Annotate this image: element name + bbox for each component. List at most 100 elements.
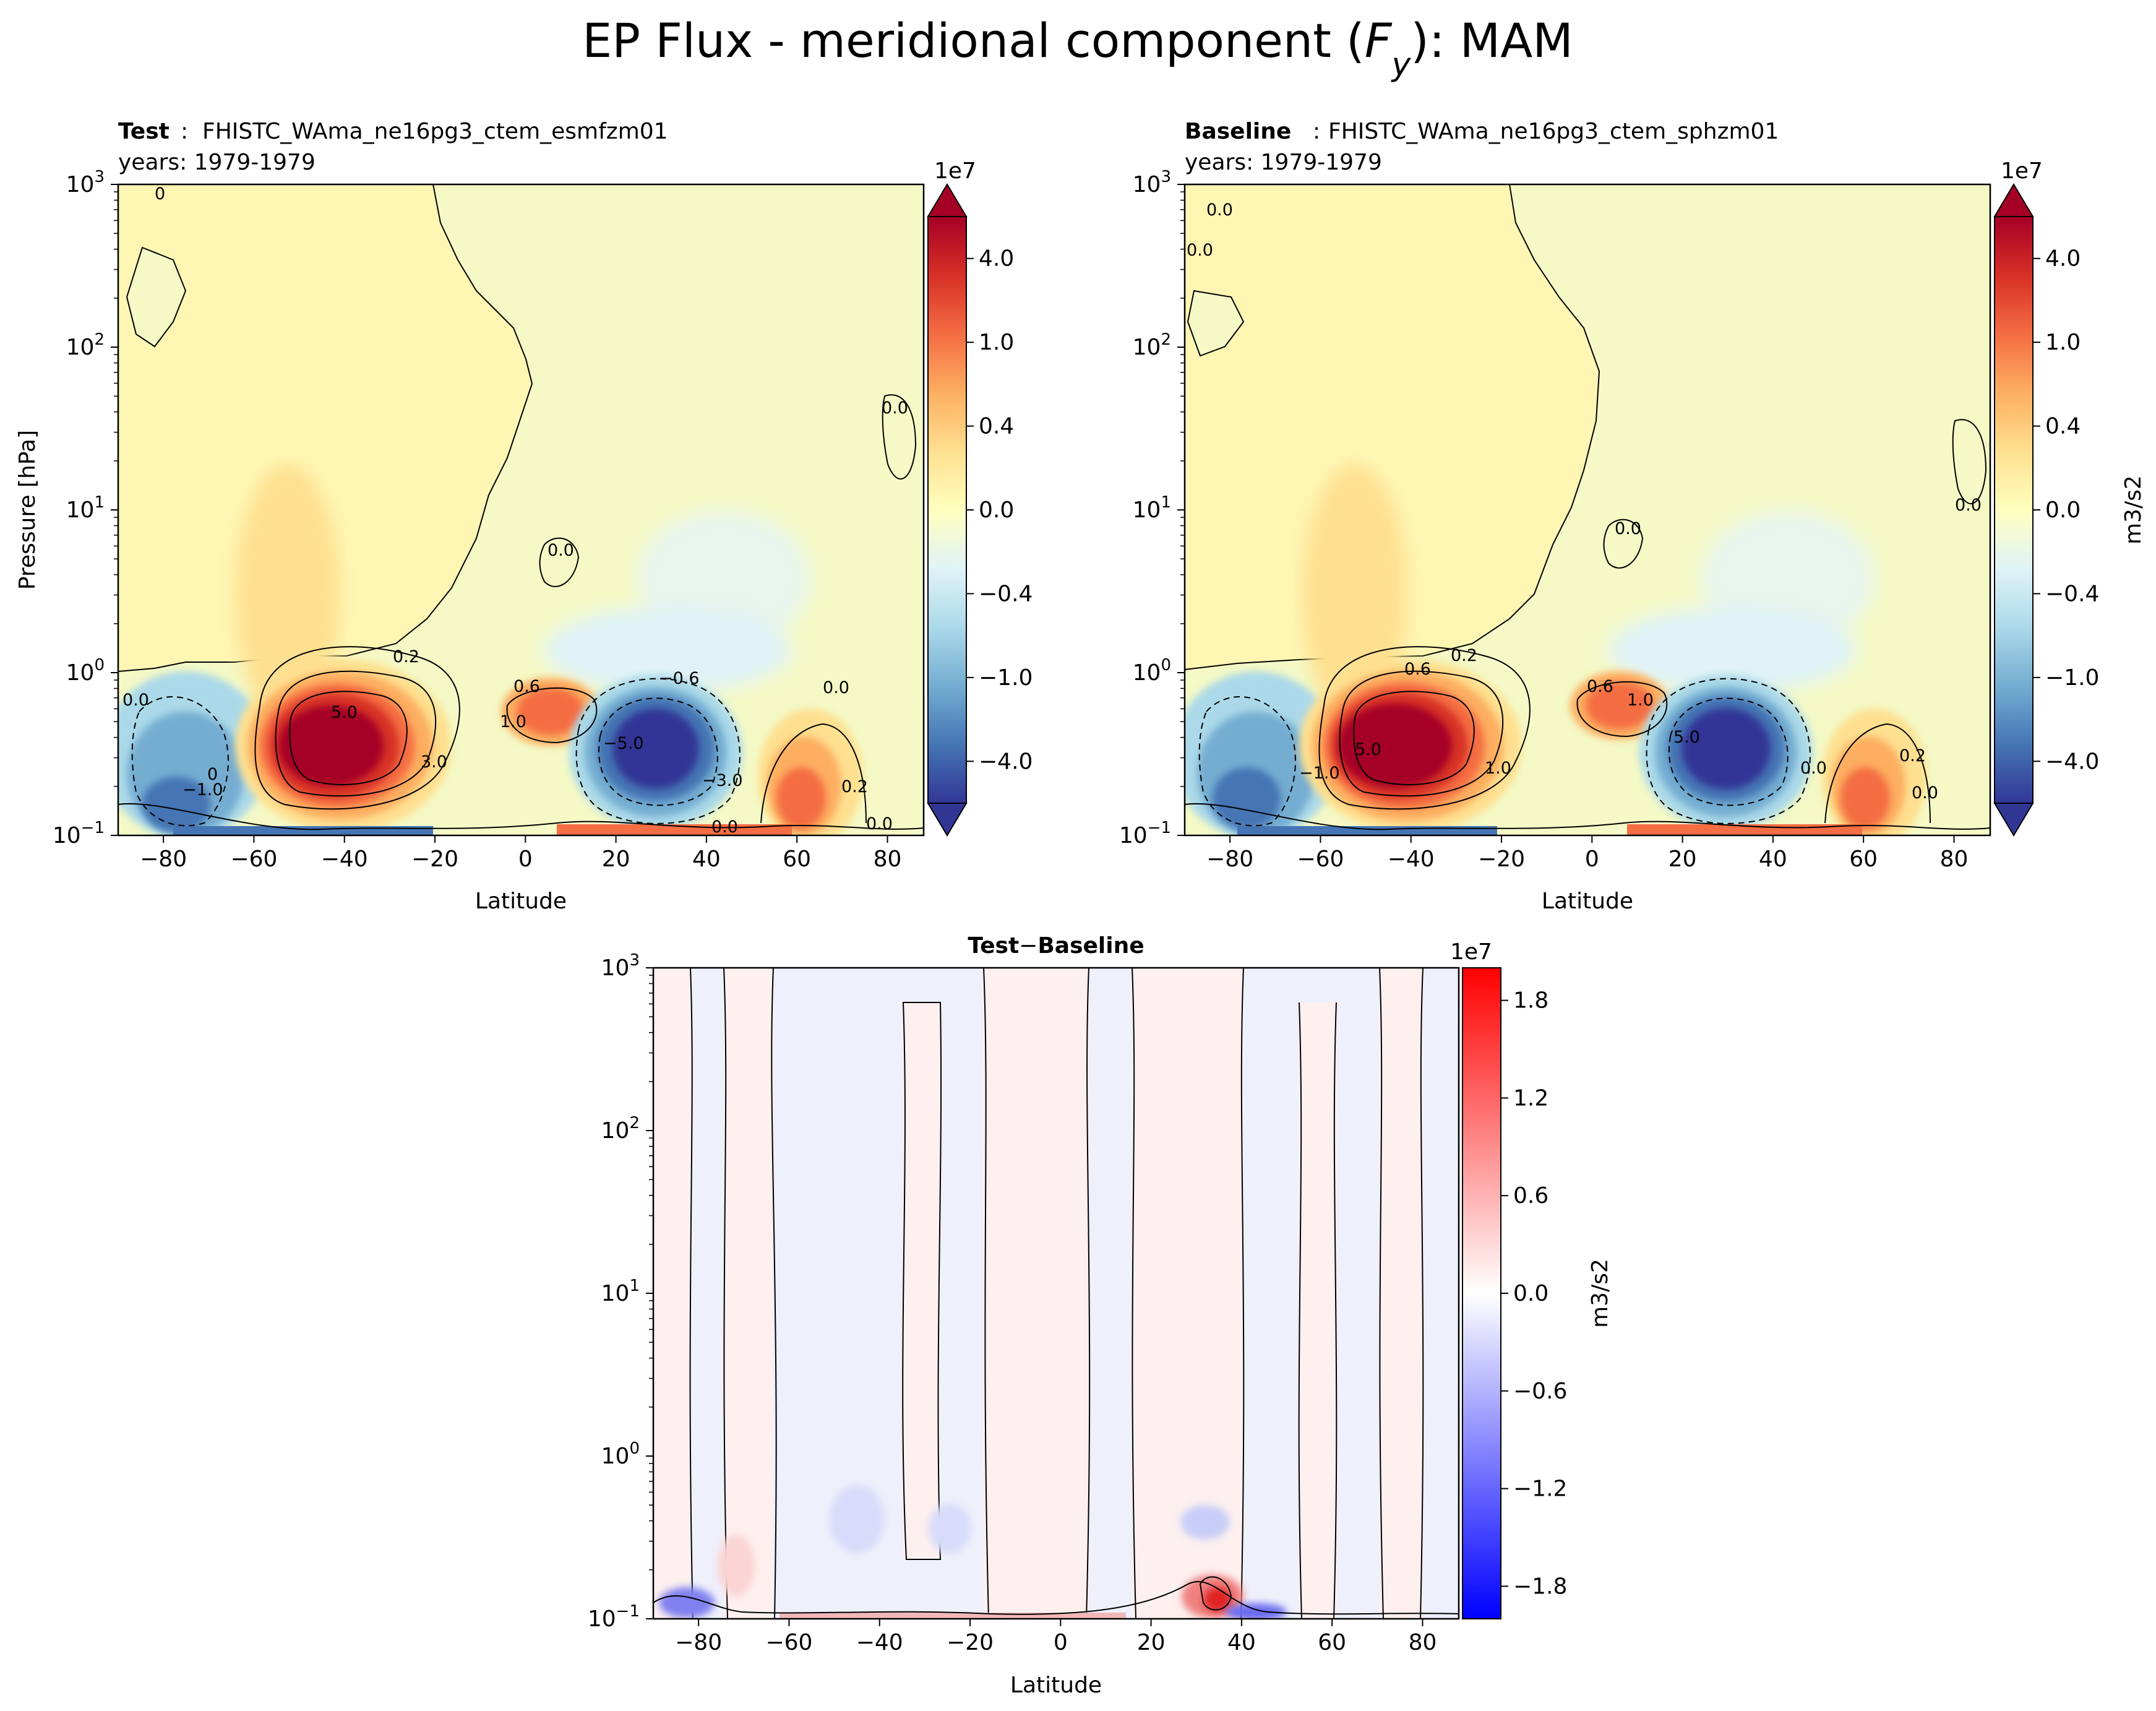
baseline-north-pos-core <box>1840 767 1890 829</box>
y-tick-label: 102 <box>66 330 105 360</box>
colorbar-tick-label: −1.2 <box>1513 1476 1567 1502</box>
difference-y-ticks: 103 102 101 100 10−1 <box>588 951 653 1632</box>
colorbar-tick-label: 1.0 <box>2045 330 2081 355</box>
test-orange-tongue <box>235 464 340 724</box>
test-colorbar: 1e7 4.0 1.0 0.4 0.0 −0.4 −1.0 −4.0 <box>927 158 1033 837</box>
y-tick-label: 10−1 <box>53 819 105 848</box>
colorbar-tick-label: 0.0 <box>979 498 1014 523</box>
baseline-colorbar-exponent: 1e7 <box>2001 158 2043 184</box>
y-tick-label: 100 <box>601 1439 640 1469</box>
test-y-label: Pressure [hPa] <box>15 430 40 590</box>
diff-positive-strip <box>653 968 690 1619</box>
diff-weak-negative <box>829 1485 885 1553</box>
y-tick-label: 102 <box>601 1114 640 1144</box>
colorbar-tick-label: 0.0 <box>1513 1281 1548 1306</box>
test-line-contour-a <box>254 646 460 810</box>
baseline-eq-pos-core <box>1586 682 1654 729</box>
diff-contour <box>902 1002 942 1560</box>
baseline-main-pos-core <box>1338 704 1452 788</box>
test-plot-area: 0 0.0 0.0 0.0 0.2 0.0 −0.6 0.6 1.0 5.0 3… <box>118 184 924 837</box>
baseline-main-neg-core <box>1681 708 1771 790</box>
diff-contour <box>1298 1002 1302 1619</box>
x-tick-label: −80 <box>1206 847 1253 872</box>
test-north-pos-core <box>776 767 826 829</box>
baseline-stratosphere-blue-2 <box>1608 606 1856 693</box>
contour-label: 5.0 <box>1355 740 1381 759</box>
baseline-eq-contour <box>1576 681 1668 738</box>
baseline-y-ticks: 103 102 101 100 10−1 <box>1119 168 1185 848</box>
baseline-surface-contours <box>1185 803 1990 830</box>
diff-negative-anomaly <box>659 1587 715 1618</box>
contour-label: −5.0 <box>603 734 644 753</box>
contour-label: 1.0 <box>1485 759 1511 778</box>
x-tick-label: −60 <box>1297 847 1344 872</box>
diff-contour <box>1333 1002 1338 1619</box>
diff-positive-strip <box>1299 1002 1336 1619</box>
contour-label: 0.0 <box>548 541 574 560</box>
difference-panel: −80 −60 −40 −20 0 20 40 60 80 103 102 101 100 10−1 T… <box>588 933 1613 1698</box>
baseline-north-contour <box>1824 723 1931 824</box>
difference-colorbar-body <box>1462 967 1501 1619</box>
diff-contour <box>1240 968 1245 1619</box>
contour-label: 0.0 <box>1912 783 1938 803</box>
x-tick-label: 20 <box>602 847 630 872</box>
contour-label: 0.0 <box>882 399 908 418</box>
diff-contour <box>1420 968 1424 1619</box>
title-suffix: ): MAM <box>1411 13 1573 68</box>
baseline-x-ticks: −80 −60 −40 −20 0 20 40 60 80 <box>1206 835 1968 872</box>
x-tick-label: 40 <box>692 847 721 872</box>
baseline-line-contour-a <box>1318 646 1531 810</box>
baseline-panel: 0.0 0.0 0.0 0.0 0.2 0.6 0.6 1.0 5.0 −1.0… <box>1119 119 2146 914</box>
colorbar-tick-label: −0.4 <box>2045 581 2099 606</box>
title-prefix: EP Flux - meridional component ( <box>582 13 1365 68</box>
contour-label: 0.0 <box>711 817 738 837</box>
test-x-label: Latitude <box>475 889 567 914</box>
colorbar-tick-label: 4.0 <box>979 246 1014 272</box>
diff-positive-strip <box>903 1002 940 1559</box>
x-tick-label: −80 <box>140 847 187 872</box>
test-dashed-contour-c <box>131 696 229 827</box>
baseline-title-colon: : <box>1313 119 1320 144</box>
difference-colorbar-exponent: 1e7 <box>1450 939 1492 965</box>
baseline-island-contour <box>1187 290 1245 357</box>
y-tick-label: 100 <box>1133 656 1171 686</box>
test-eq-contour <box>506 687 598 744</box>
contour-label: 0.2 <box>1451 646 1477 665</box>
x-tick-label: −20 <box>411 847 458 872</box>
y-tick-label: 101 <box>601 1277 640 1306</box>
baseline-title-bold: Baseline <box>1185 119 1291 144</box>
test-main-neg-core <box>612 709 699 789</box>
test-title-case: FHISTC_WAma_ne16pg3_ctem_esmfzm01 <box>202 119 668 144</box>
difference-x-ticks: −80 −60 −40 −20 0 20 40 60 80 <box>675 1619 1437 1655</box>
colorbar-tick-label: −0.6 <box>1513 1379 1567 1404</box>
difference-colorbar: 1e7 m3/s2 1.8 1.2 0.6 0.0 −0.6 −1.2 −1.8 <box>1450 939 1613 1619</box>
contour-label: 0.0 <box>122 691 149 710</box>
baseline-x-label: Latitude <box>1542 889 1633 914</box>
test-line-contour-b <box>275 670 437 797</box>
diff-surface-band <box>780 1613 1126 1619</box>
colorbar-tick-label: 1.2 <box>1513 1085 1548 1111</box>
contour-label: 0.0 <box>866 814 893 834</box>
contour-label: 3.0 <box>421 752 447 772</box>
test-colorbar-bottom-extend <box>927 803 968 837</box>
colorbar-tick-label: −4.0 <box>2045 749 2099 774</box>
x-tick-label: 40 <box>1227 1630 1256 1655</box>
x-tick-label: 60 <box>783 847 811 872</box>
diff-positive-strip <box>724 968 773 1619</box>
test-x-ticks: −80 −60 −40 −20 0 20 40 60 80 <box>140 835 901 872</box>
test-upper-yellow-region <box>118 184 533 673</box>
baseline-colorbar-bottom-extend <box>1993 803 2034 837</box>
diff-weak-positive <box>718 1535 755 1597</box>
x-tick-label: 40 <box>1759 847 1787 872</box>
test-dashed-contour-b <box>598 697 718 806</box>
baseline-small-contour-a <box>1603 519 1644 569</box>
y-tick-label: 100 <box>66 656 105 686</box>
contour-label: 0.0 <box>1206 200 1233 220</box>
contour-label: 0.0 <box>1615 519 1641 538</box>
diff-contour <box>983 968 989 1619</box>
x-tick-label: −40 <box>321 847 368 872</box>
baseline-dashed-contour-b <box>1669 697 1789 806</box>
test-eq-pos-core <box>517 688 585 735</box>
contour-label: 0.2 <box>841 777 868 796</box>
colorbar-tick-label: 0.4 <box>2045 414 2081 439</box>
